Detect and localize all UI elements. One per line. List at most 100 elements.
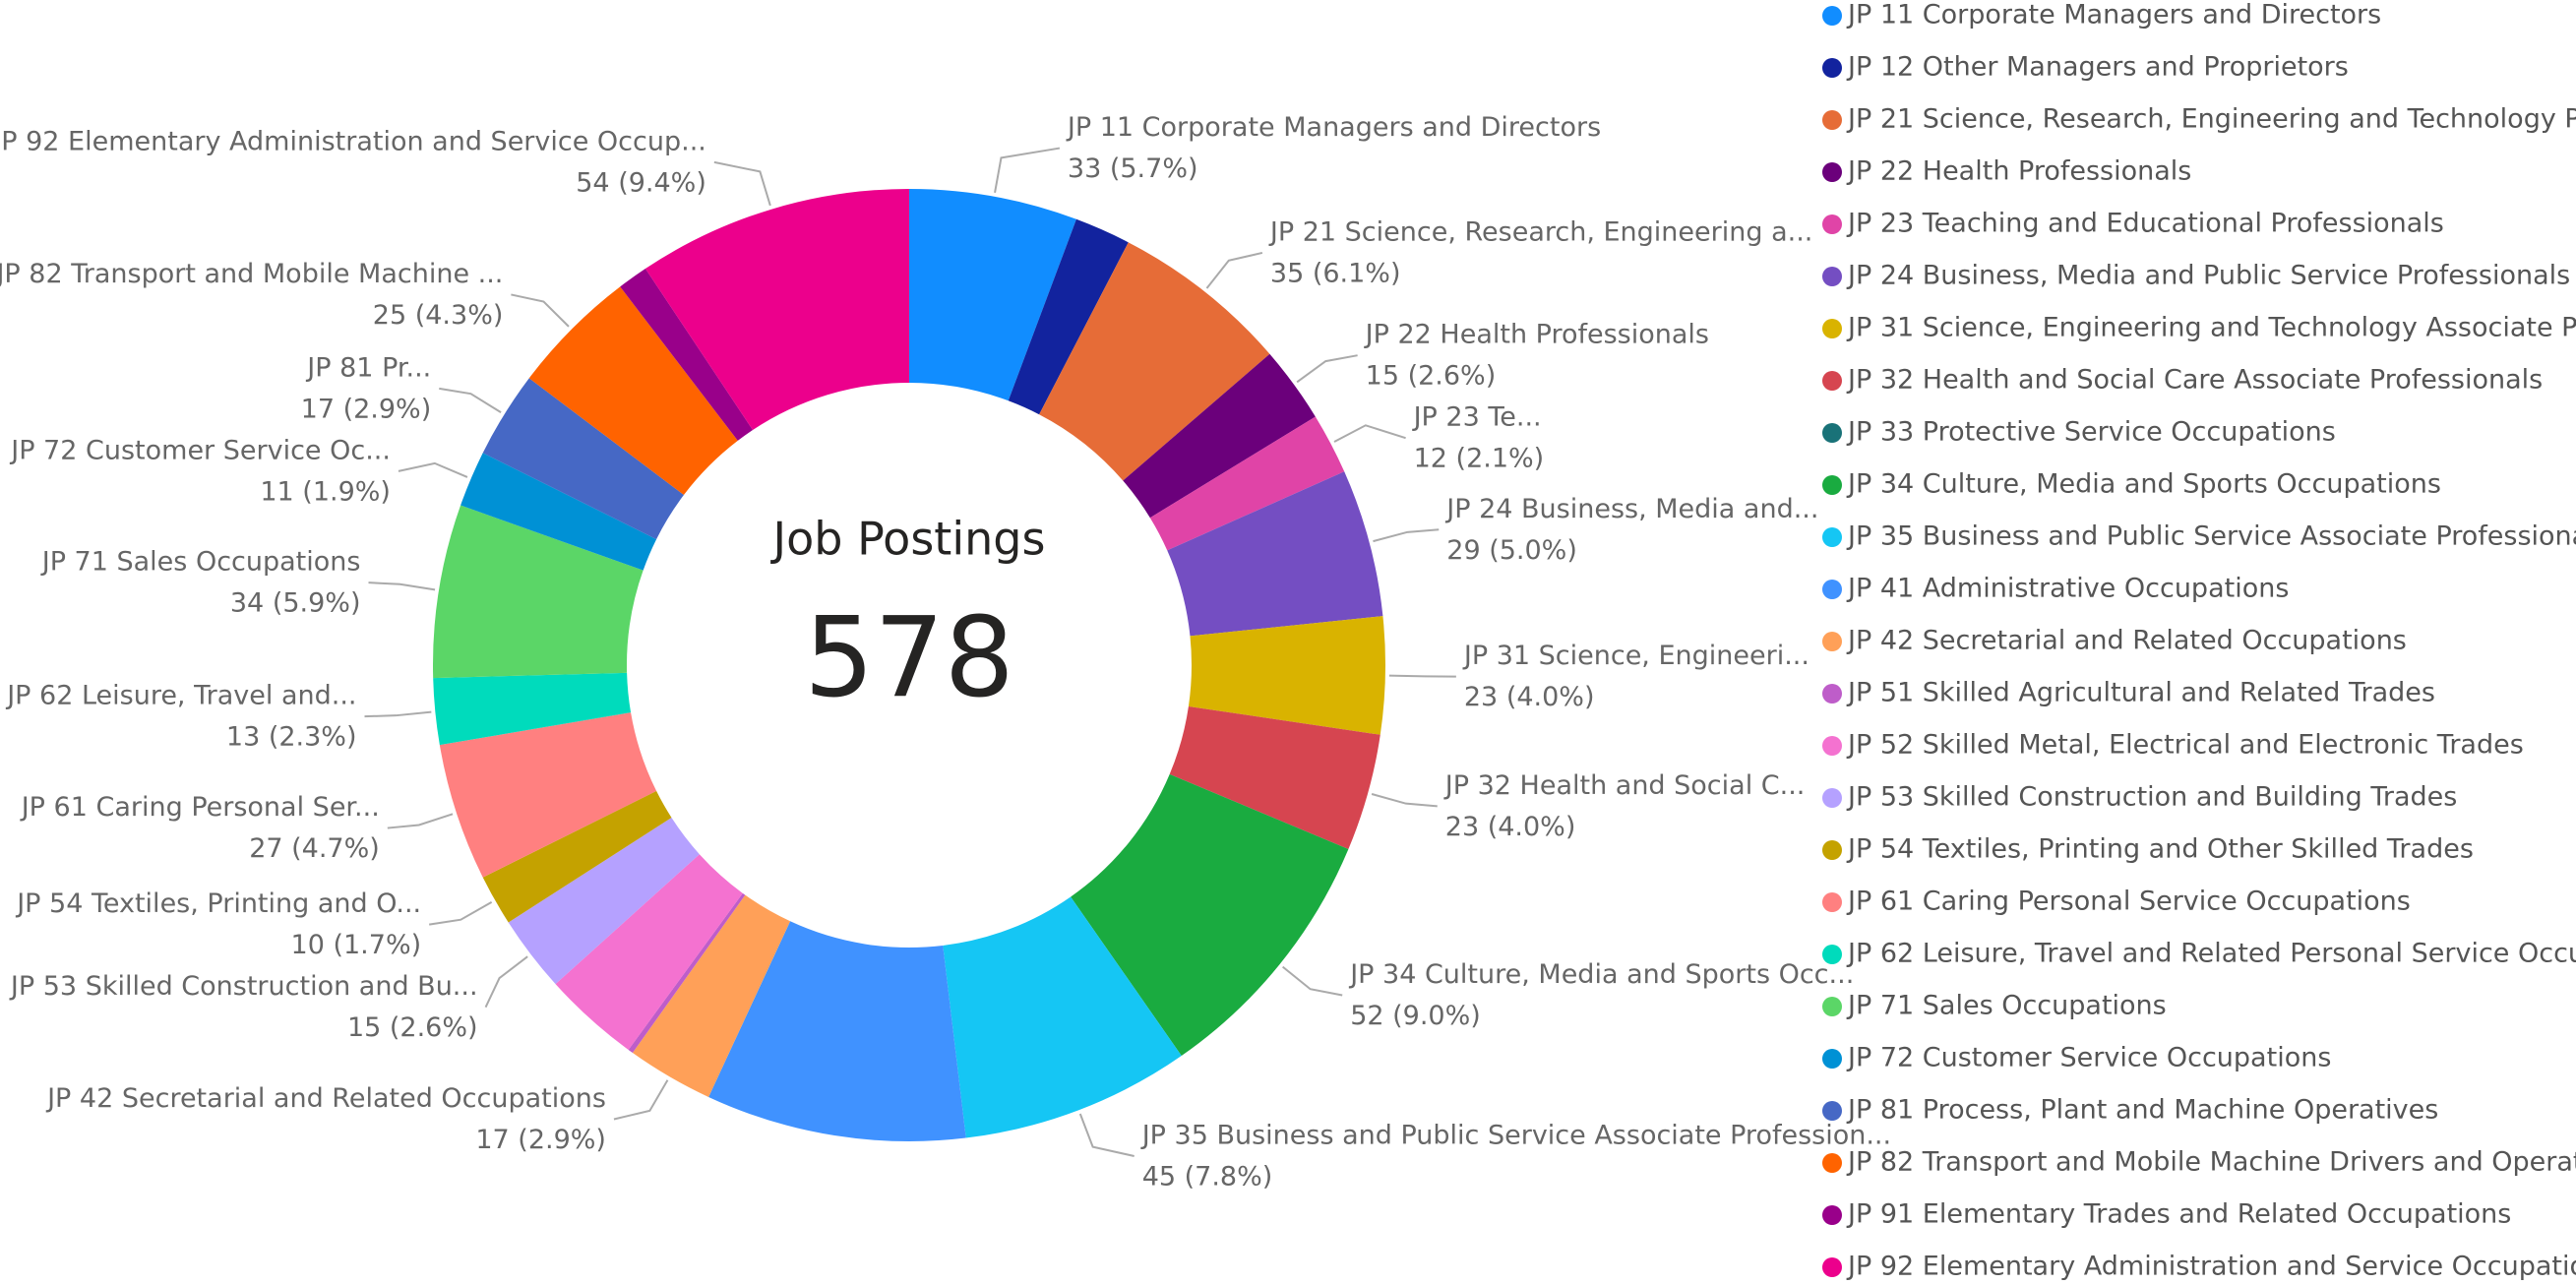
legend-label: JP 23 Teaching and Educational Professio…	[1846, 209, 2444, 239]
slice	[628, 892, 746, 1054]
slice-label: JP 81 Pr...	[305, 352, 431, 383]
legend-label: JP 92 Elementary Administration and Serv…	[1846, 1252, 2576, 1282]
legend-label: JP 71 Sales Occupations	[1846, 991, 2167, 1021]
legend-marker	[1822, 162, 1842, 182]
value-label: 34 (5.9%)	[230, 588, 361, 619]
leader-line	[994, 147, 1061, 194]
legend-label: JP 82 Transport and Mobile Machine Drive…	[1846, 1147, 2576, 1178]
legend-marker	[1822, 684, 1842, 704]
leader-line	[511, 293, 570, 328]
slice-label: JP 54 Textiles, Printing and O...	[15, 888, 421, 919]
leader-line	[1371, 793, 1438, 808]
value-label: 25 (4.3%)	[373, 300, 504, 331]
legend-label: JP 11 Corporate Managers and Directors	[1846, 0, 2381, 31]
leader-line	[484, 955, 528, 1009]
legend-label: JP 24 Business, Media and Public Service…	[1846, 261, 2570, 291]
slice	[439, 712, 657, 878]
slice-label: JP 61 Caring Personal Ser...	[20, 792, 380, 823]
slice-label: JP 31 Science, Engineeri...	[1462, 641, 1809, 671]
legend-marker	[1822, 371, 1842, 391]
leader-line	[429, 901, 493, 926]
slice	[555, 854, 743, 1050]
leader-line	[439, 387, 502, 413]
legend-label: JP 35 Business and Public Service Associ…	[1846, 521, 2576, 552]
slice	[433, 505, 644, 679]
leader-line	[387, 813, 454, 829]
value-label: 15 (2.6%)	[1366, 361, 1497, 392]
slice	[1008, 218, 1129, 415]
legend-label: JP 33 Protective Service Occupations	[1846, 417, 2336, 448]
value-label: 23 (4.0%)	[1464, 682, 1595, 712]
legend-marker	[1822, 58, 1842, 78]
legend-label: JP 91 Elementary Trades and Related Occu…	[1846, 1199, 2511, 1230]
legend-marker	[1822, 1049, 1842, 1069]
slice-label: JP 23 Te...	[1412, 402, 1542, 433]
slice-label: JP 53 Skilled Construction and Bu...	[9, 971, 478, 1002]
slice-label: JP 92 Elementary Administration and Serv…	[0, 126, 706, 156]
value-label: 35 (6.1%)	[1270, 258, 1401, 288]
value-label: 17 (2.9%)	[475, 1125, 606, 1155]
slice-label: JP 62 Leisure, Travel and...	[5, 681, 356, 711]
slice	[1123, 353, 1316, 519]
value-label: 15 (2.6%)	[347, 1012, 478, 1043]
slice	[1149, 416, 1345, 551]
value-label: 45 (7.8%)	[1142, 1161, 1273, 1192]
legend-marker	[1822, 997, 1842, 1016]
legend-marker	[1822, 1205, 1842, 1225]
value-label: 12 (2.1%)	[1414, 444, 1545, 474]
slice-label: JP 34 Culture, Media and Sports Occ...	[1348, 959, 1854, 990]
legend-marker	[1822, 788, 1842, 808]
legend-label: JP 22 Health Professionals	[1846, 156, 2191, 187]
center-title: Job Postings	[770, 513, 1046, 566]
leader-line	[1282, 965, 1343, 997]
slice-label: JP 22 Health Professionals	[1364, 320, 1709, 350]
leader-line	[368, 581, 436, 591]
slice	[620, 269, 754, 441]
slice	[708, 921, 966, 1142]
slice-label: JP 21 Science, Research, Engineering a..…	[1268, 216, 1812, 247]
legend-marker	[1822, 840, 1842, 860]
leader-line	[1333, 424, 1406, 443]
legend-label: JP 53 Skilled Construction and Building …	[1846, 782, 2457, 813]
slice-label: JP 82 Transport and Mobile Machine ...	[0, 259, 503, 289]
value-label: 23 (4.0%)	[1445, 812, 1576, 842]
leader-line	[1296, 354, 1358, 384]
legend-label: JP 32 Health and Social Care Associate P…	[1846, 365, 2543, 396]
legend-marker	[1822, 423, 1842, 443]
slice	[644, 189, 909, 431]
value-label: 33 (5.7%)	[1068, 153, 1198, 184]
value-label: 17 (2.9%)	[301, 394, 432, 424]
legend-label: JP 12 Other Managers and Proprietors	[1846, 52, 2349, 83]
legend-label: JP 42 Secretarial and Related Occupation…	[1846, 626, 2407, 656]
slice-label: JP 42 Secretarial and Related Occupation…	[45, 1083, 606, 1114]
slice-label: JP 11 Corporate Managers and Directors	[1066, 112, 1601, 143]
legend-marker	[1822, 945, 1842, 964]
legend-marker	[1822, 892, 1842, 912]
slice	[460, 453, 657, 571]
legend-marker	[1822, 527, 1842, 547]
legend-marker	[1822, 1257, 1842, 1277]
legend-marker	[1822, 6, 1842, 26]
legend-marker	[1822, 267, 1842, 286]
leader-line	[613, 1079, 669, 1121]
legend-label: JP 61 Caring Personal Service Occupation…	[1846, 887, 2411, 917]
slice	[943, 896, 1182, 1138]
value-label: 27 (4.7%)	[249, 833, 380, 864]
slice	[528, 286, 738, 496]
leader-line	[364, 710, 432, 718]
value-label: 54 (9.4%)	[576, 167, 706, 198]
legend-marker	[1822, 1153, 1842, 1173]
slice	[632, 894, 791, 1097]
legend-marker	[1822, 580, 1842, 599]
legend-label: JP 54 Textiles, Printing and Other Skill…	[1846, 834, 2474, 865]
legend-label: JP 34 Culture, Media and Sports Occupati…	[1846, 469, 2441, 500]
slice	[482, 790, 672, 923]
slice-label: JP 24 Business, Media and...	[1444, 494, 1818, 524]
legend-marker	[1822, 1101, 1842, 1121]
legend-label: JP 21 Science, Research, Engineering and…	[1846, 104, 2576, 135]
slice	[1188, 616, 1385, 735]
legend-marker	[1822, 319, 1842, 338]
legend-marker	[1822, 736, 1842, 756]
